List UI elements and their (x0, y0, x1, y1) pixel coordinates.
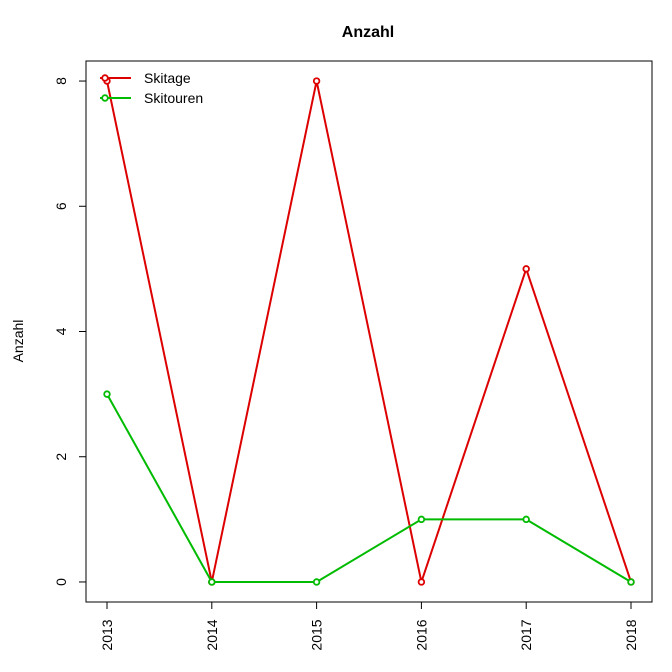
y-tick-label: 2 (53, 453, 69, 461)
x-tick-label: 2014 (204, 619, 220, 650)
series-skitouren (103, 390, 635, 586)
data-point (312, 77, 321, 85)
legend-marker (101, 94, 109, 102)
data-point (312, 578, 321, 586)
x-tick-label: 2015 (309, 619, 325, 650)
y-tick-label: 6 (53, 202, 69, 210)
x-tick-label: 2017 (518, 619, 534, 650)
x-axis: 2013 2014 2015 2016 2017 2018 (99, 601, 639, 651)
data-point (522, 265, 530, 273)
series-line (106, 393, 632, 583)
data-point (103, 390, 111, 398)
x-tick-label: 2018 (623, 619, 639, 650)
series-layer (103, 77, 635, 586)
data-point (417, 578, 426, 586)
series-line (106, 80, 632, 586)
series-skitage (103, 77, 635, 586)
legend-marker (101, 74, 109, 82)
y-tick-label: 4 (53, 327, 69, 335)
x-tick-label: 2016 (413, 619, 429, 650)
legend-label: Skitage (144, 70, 191, 86)
data-point (417, 515, 426, 524)
y-tick-label: 0 (53, 578, 69, 586)
x-tick-label: 2013 (99, 619, 115, 650)
data-point (627, 578, 635, 586)
chart-title: Anzahl (342, 24, 394, 41)
data-point (522, 515, 530, 524)
data-point (208, 578, 216, 586)
y-axis-label: Anzahl (10, 320, 26, 363)
legend-item: Skitouren (100, 90, 203, 106)
legend: Skitage Skitouren (100, 70, 203, 106)
y-axis: 0 2 4 6 8 (53, 77, 87, 586)
legend-item: Skitage (100, 70, 191, 86)
legend-label: Skitouren (144, 90, 203, 106)
y-tick-label: 8 (53, 77, 69, 85)
